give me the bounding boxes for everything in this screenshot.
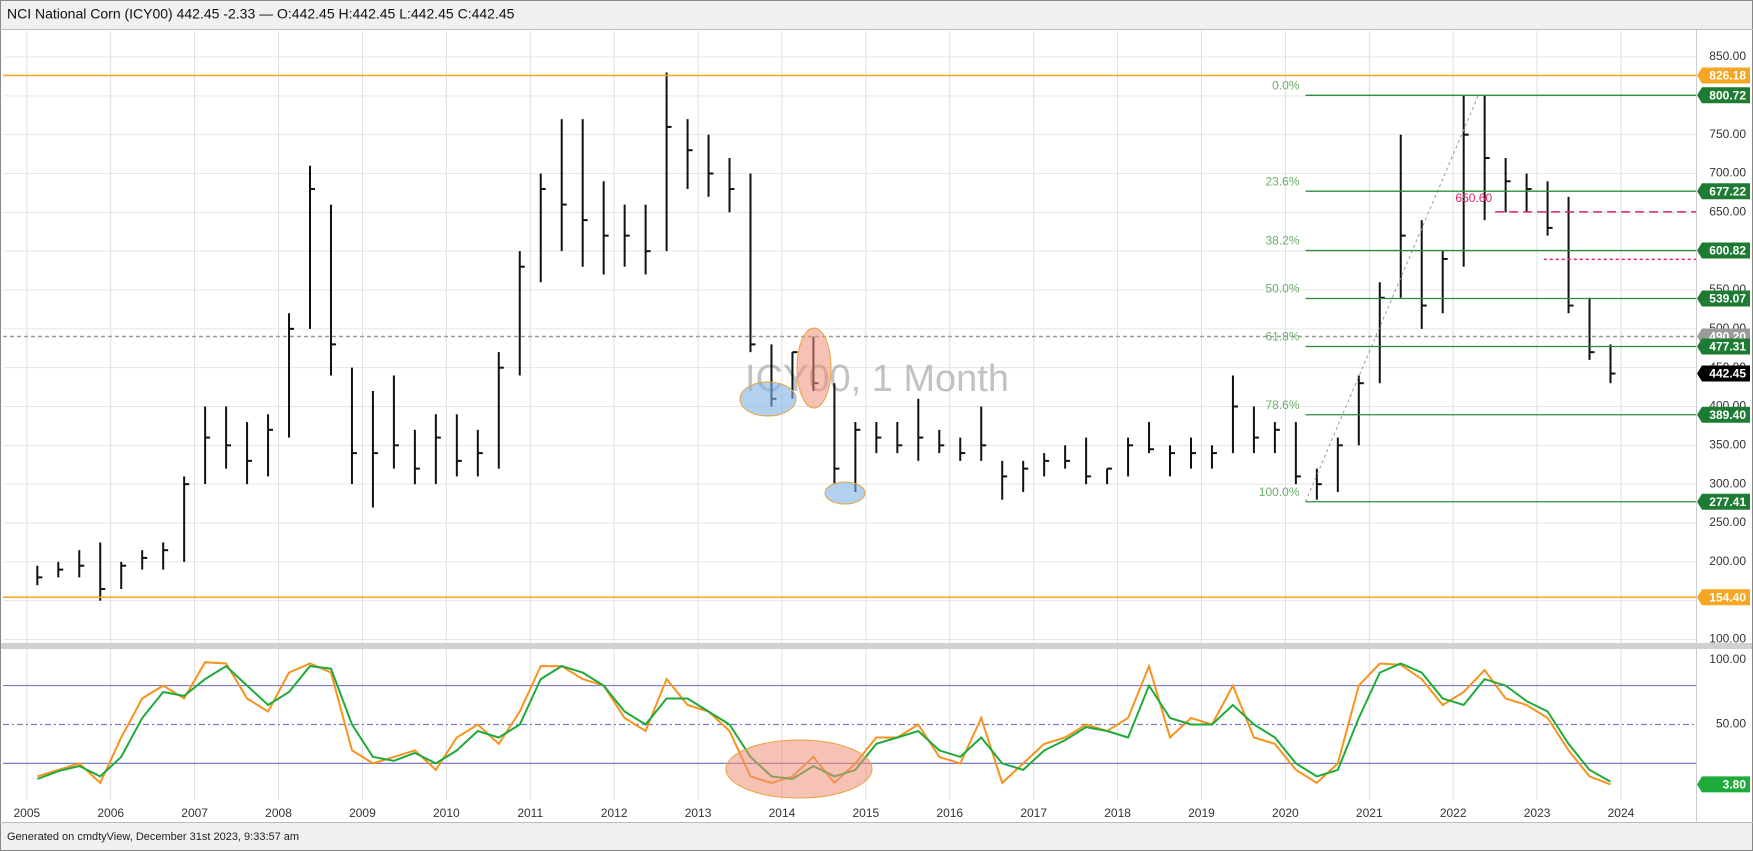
price-badge bbox=[1697, 776, 1750, 793]
fib-label: 50.0% bbox=[1265, 282, 1299, 296]
fib-label: 23.6% bbox=[1265, 174, 1299, 188]
price-badge bbox=[1697, 87, 1750, 104]
price-badge bbox=[1697, 493, 1750, 510]
fib-trend-line bbox=[1305, 95, 1479, 502]
x-tick-label: 2009 bbox=[349, 806, 376, 820]
y-tick-label: 100.00 bbox=[1709, 652, 1746, 666]
price-badge bbox=[1697, 67, 1750, 84]
price-badge bbox=[1697, 242, 1750, 259]
fib-label: 78.6% bbox=[1265, 398, 1299, 412]
price-badge bbox=[1697, 183, 1750, 200]
y-tick-label: 50.00 bbox=[1716, 717, 1746, 731]
labels: 2005 2006 2007 2008 2009 2010 2011 2012 2013 2014… bbox=[13, 49, 1750, 820]
x-tick-label: 2014 bbox=[769, 806, 796, 820]
x-tick-label: 2011 bbox=[517, 806, 543, 820]
x-tick-label: 2024 bbox=[1608, 806, 1635, 820]
fib-label: 61.8% bbox=[1265, 330, 1299, 344]
price-badge-label: 800.72 bbox=[1709, 88, 1746, 102]
y-tick-label: 200.00 bbox=[1709, 554, 1746, 568]
footer-text: Generated on cmdtyView, December 31st 20… bbox=[7, 831, 299, 843]
price-badge-label: 600.82 bbox=[1709, 244, 1746, 258]
fib-label: 38.2% bbox=[1265, 234, 1299, 248]
price-badge bbox=[1697, 406, 1750, 423]
y-tick-label: 850.00 bbox=[1709, 49, 1746, 63]
highlight-ellipse bbox=[796, 327, 832, 409]
grid bbox=[3, 31, 1696, 800]
price-badge bbox=[1697, 338, 1750, 355]
x-tick-label: 2013 bbox=[685, 806, 712, 820]
x-tick-label: 2006 bbox=[97, 806, 124, 820]
chart-title: NCI National Corn (ICY00) 442.45 -2.33 —… bbox=[7, 6, 515, 22]
price-badge bbox=[1697, 589, 1750, 606]
price-badge bbox=[1697, 290, 1750, 307]
x-tick-label: 2016 bbox=[936, 806, 963, 820]
x-tick-label: 2007 bbox=[181, 806, 208, 820]
y-tick-label: 700.00 bbox=[1709, 166, 1746, 180]
x-tick-label: 2020 bbox=[1272, 806, 1299, 820]
price-badge-label: 677.22 bbox=[1709, 184, 1746, 198]
price-badge-label: 477.31 bbox=[1709, 340, 1746, 354]
price-badge-label: 154.40 bbox=[1709, 590, 1746, 604]
price-badge-label: 539.07 bbox=[1709, 292, 1746, 306]
y-tick-label: 650.00 bbox=[1709, 205, 1746, 219]
price-badge-label: 442.45 bbox=[1709, 367, 1746, 381]
price-badge-label: 3.80 bbox=[1723, 778, 1747, 792]
x-tick-label: 2017 bbox=[1020, 806, 1047, 820]
x-tick-label: 2023 bbox=[1524, 806, 1551, 820]
x-tick-label: 2012 bbox=[601, 806, 628, 820]
x-tick-label: 2010 bbox=[433, 806, 460, 820]
x-tick-label: 2022 bbox=[1440, 806, 1467, 820]
header-bar bbox=[1, 1, 1752, 29]
price-badge-label: 389.40 bbox=[1709, 408, 1746, 422]
x-tick-label: 2018 bbox=[1104, 806, 1131, 820]
x-tick-label: 2021 bbox=[1356, 806, 1383, 820]
x-tick-label: 2019 bbox=[1188, 806, 1215, 820]
highlight-ellipse bbox=[725, 739, 873, 799]
price-badge bbox=[1697, 365, 1750, 382]
y-tick-label: 100.00 bbox=[1709, 632, 1746, 646]
highlight-ellipse bbox=[824, 481, 866, 505]
price-badge-label: 277.41 bbox=[1709, 495, 1746, 509]
y-tick-label: 250.00 bbox=[1709, 515, 1746, 529]
fib-label: 0.0% bbox=[1272, 78, 1300, 92]
x-tick-label: 2005 bbox=[13, 806, 40, 820]
x-tick-label: 2008 bbox=[265, 806, 292, 820]
y-tick-label: 300.00 bbox=[1709, 476, 1746, 490]
y-tick-label: 750.00 bbox=[1709, 127, 1746, 141]
highlight-ellipse bbox=[739, 381, 797, 417]
price-badge-label: 826.18 bbox=[1709, 69, 1746, 83]
panel-separator bbox=[1, 643, 1752, 649]
x-tick-label: 2015 bbox=[853, 806, 880, 820]
level-label: 650.60 bbox=[1455, 191, 1492, 205]
fib-label: 100.0% bbox=[1259, 485, 1300, 499]
footer-bar bbox=[1, 823, 1752, 850]
y-tick-label: 350.00 bbox=[1709, 438, 1746, 452]
